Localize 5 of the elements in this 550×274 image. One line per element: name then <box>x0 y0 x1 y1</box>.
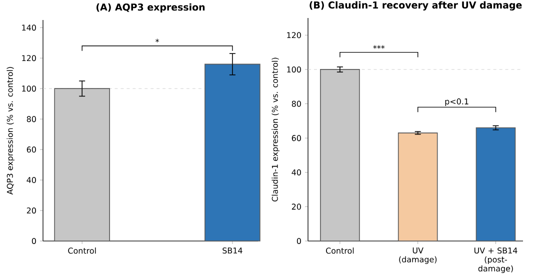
bar <box>320 69 360 242</box>
chart-title: (A) AQP3 expression <box>96 3 205 12</box>
chart-title: (B) Claudin-1 recovery after UV damage <box>310 1 522 11</box>
bar <box>398 132 438 242</box>
bar <box>476 127 516 242</box>
